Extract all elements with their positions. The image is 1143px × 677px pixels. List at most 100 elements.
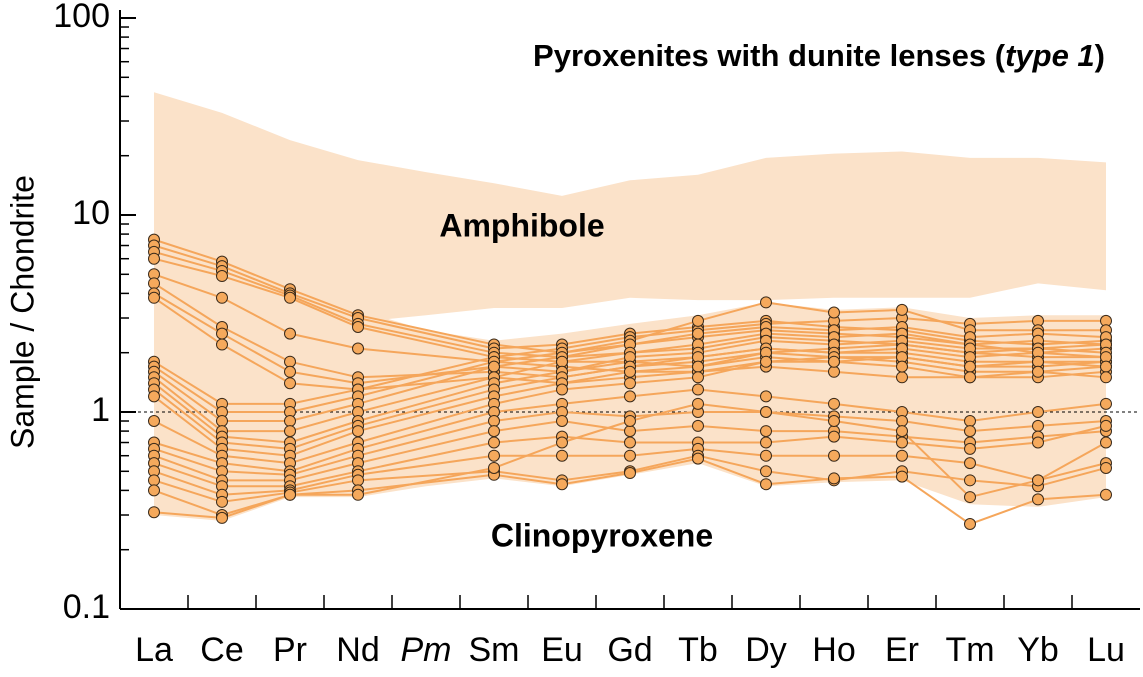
data-point <box>556 449 568 462</box>
data-point <box>624 467 636 480</box>
x-tick-label: Ce <box>200 631 243 669</box>
series-segment <box>901 420 971 433</box>
x-tick-label: Dy <box>745 631 787 669</box>
series-segment <box>833 370 903 379</box>
data-point <box>148 484 160 497</box>
series-segment <box>561 343 631 359</box>
series-segment <box>289 420 359 444</box>
x-tick-label: Tm <box>945 631 994 669</box>
series-segment <box>289 388 359 405</box>
series-segment <box>357 466 495 496</box>
series-segment <box>901 454 971 465</box>
series-segment <box>697 388 767 398</box>
data-point <box>624 425 636 438</box>
series-segment <box>629 376 699 385</box>
series-segment <box>765 339 835 346</box>
data-point <box>352 488 364 501</box>
data-point <box>352 342 364 355</box>
series-segment <box>697 339 767 354</box>
series-segment <box>901 329 971 342</box>
series-segment <box>969 360 1039 368</box>
series-segment <box>561 420 631 444</box>
series-segment <box>765 332 835 339</box>
series-segment <box>1037 339 1107 346</box>
series-segment <box>1037 370 1107 379</box>
data-point <box>148 474 160 487</box>
series-segment <box>1037 365 1107 373</box>
series-segment <box>493 411 563 423</box>
series-segment <box>561 332 631 346</box>
data-point <box>216 415 228 428</box>
series-segment <box>221 332 291 373</box>
series-segment <box>289 470 359 488</box>
series-segment <box>493 470 563 482</box>
series-segment <box>969 424 1039 433</box>
series-segment <box>629 457 699 475</box>
series-segment <box>153 360 223 405</box>
series-segment <box>833 435 903 444</box>
data-point <box>488 425 500 438</box>
series-segment <box>901 475 971 525</box>
series-segment <box>901 351 971 363</box>
series-segment <box>697 319 767 329</box>
data-point <box>1100 419 1112 432</box>
series-segment <box>357 347 495 363</box>
series-segment <box>629 370 699 379</box>
y-tick-label: 100 <box>53 0 110 35</box>
data-point <box>216 338 228 351</box>
series-segment <box>833 332 903 339</box>
data-point <box>284 488 296 501</box>
title-part: type 1 <box>1005 38 1095 73</box>
series-segment <box>153 273 223 299</box>
data-point <box>828 355 840 368</box>
series-segment <box>153 250 223 272</box>
data-point <box>284 377 296 390</box>
series-segment <box>493 351 563 363</box>
series-segment <box>289 479 359 494</box>
data-point <box>692 327 704 340</box>
data-point <box>692 419 704 432</box>
series-segment <box>153 238 223 263</box>
data-point <box>216 511 228 524</box>
data-point <box>216 327 228 340</box>
data-point <box>1032 406 1044 418</box>
series-segment <box>221 270 291 297</box>
data-point <box>148 252 160 265</box>
data-point <box>760 390 772 403</box>
series-segment <box>221 435 291 444</box>
y-tick-label: 1 <box>91 391 110 429</box>
series-segment <box>561 382 631 391</box>
series-segment <box>629 424 699 433</box>
series-segment <box>153 511 223 519</box>
series-segment <box>765 319 835 329</box>
series-segment <box>833 326 903 332</box>
series-segment <box>357 441 495 473</box>
data-point <box>1032 436 1044 449</box>
data-point <box>964 425 976 438</box>
series-segment <box>901 347 971 359</box>
series-segment <box>833 420 903 433</box>
series-segment <box>153 395 223 450</box>
chart-title: Pyroxenites with dunite lenses (type 1) <box>533 38 1105 73</box>
series-segment <box>765 477 835 486</box>
series-segment <box>221 260 291 291</box>
data-point <box>624 415 636 428</box>
data-point <box>488 415 500 428</box>
series-segment <box>969 479 1039 488</box>
data-point <box>1100 436 1112 449</box>
series-segment <box>697 454 767 473</box>
series-segment <box>901 360 971 373</box>
data-point <box>964 518 976 531</box>
series-segment <box>153 376 223 432</box>
series-segment <box>153 470 223 496</box>
markers <box>148 233 1112 531</box>
data-point <box>1100 461 1112 474</box>
series-segment <box>289 424 359 450</box>
series-segment <box>697 301 767 322</box>
series-segment <box>357 395 495 433</box>
series-segment <box>833 308 903 314</box>
series-segment <box>357 365 495 405</box>
series-segment <box>1037 441 1107 482</box>
series-segment <box>901 356 971 368</box>
